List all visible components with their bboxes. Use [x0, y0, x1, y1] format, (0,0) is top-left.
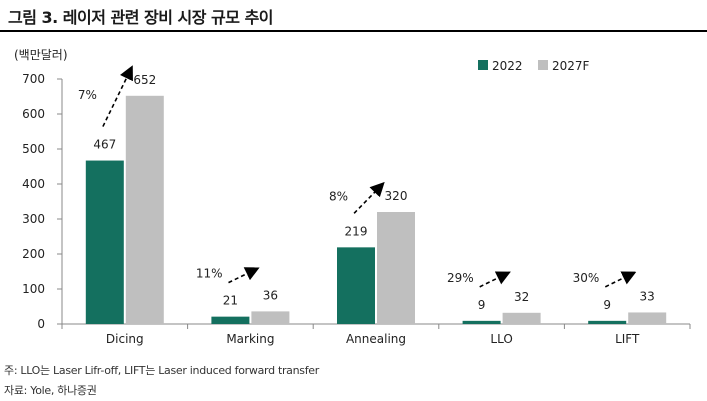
growth-label: 11%: [196, 267, 223, 281]
y-tick-label: 0: [37, 317, 45, 331]
y-unit-label: (백만달러): [14, 48, 68, 62]
legend-swatch-2022: [478, 60, 488, 70]
x-axis: Dicing Marking Annealing LLO LIFT: [61, 323, 691, 346]
title-divider: [0, 30, 707, 32]
bar-2022: [85, 160, 124, 324]
x-tick-label: Marking: [226, 332, 274, 346]
legend-label-2022: 2022: [492, 59, 523, 73]
footnote: 주: LLO는 Laser Lifr-off, LIFT는 Laser indu…: [4, 364, 319, 377]
data-label-2027F: 36: [263, 288, 278, 302]
x-tick-label: Dicing: [106, 332, 144, 346]
legend-label-2027F: 2027F: [552, 59, 590, 73]
legend-swatch-2027F: [538, 60, 548, 70]
data-label-2022: 21: [223, 294, 238, 308]
chart-legend: 2022 2027F: [478, 59, 590, 73]
bar-2022: [462, 320, 501, 324]
y-tick-label: 200: [22, 247, 45, 261]
data-label-2027F: 320: [385, 189, 408, 203]
data-label-2022: 467: [93, 138, 116, 152]
growth-arrow: [479, 271, 511, 288]
bar-chart: 0 100 200 300 400 500 600 700 Dicing Marking Anne…: [14, 48, 691, 346]
x-tick-label: Annealing: [346, 332, 406, 346]
data-label-2027F: 32: [514, 290, 529, 304]
growth-arrow: [102, 65, 133, 127]
bar-2022: [337, 247, 375, 324]
growth-arrow: [353, 181, 385, 214]
y-tick-label: 500: [22, 142, 45, 156]
growth-arrow: [228, 267, 260, 284]
bar-2022: [588, 320, 627, 324]
growth-label: 8%: [329, 190, 348, 204]
data-label-2022: 219: [345, 224, 368, 238]
bar-2027F: [125, 95, 164, 324]
data-labels: 467 652 21 36 219 320 9 32 9 33: [93, 73, 654, 312]
data-label-2027F: 33: [640, 289, 655, 303]
y-tick-label: 400: [22, 177, 45, 191]
growth-label: 29%: [447, 271, 474, 285]
x-tick-label: LLO: [490, 332, 512, 346]
bar-2027F: [628, 312, 667, 324]
bar-2022: [211, 316, 250, 324]
growth-label: 30%: [573, 271, 600, 285]
x-tick-label: LIFT: [615, 332, 640, 346]
data-label-2022: 9: [603, 298, 611, 312]
growth-arrow: [604, 271, 637, 288]
y-tick-label: 600: [22, 107, 45, 121]
data-label-2027F: 652: [133, 73, 156, 87]
y-tick-label: 100: [22, 282, 45, 296]
source-note: 자료: Yole, 하나증권: [4, 384, 97, 397]
figure-title: 그림 3. 레이저 관련 장비 시장 규모 추이: [8, 8, 274, 27]
data-label-2022: 9: [478, 298, 486, 312]
bar-2027F: [251, 311, 290, 324]
growth-label: 7%: [78, 88, 97, 102]
bar-2027F: [502, 312, 541, 324]
bar-marks: [85, 95, 667, 324]
y-tick-label: 300: [22, 212, 45, 226]
y-axis: 0 100 200 300 400 500 600 700: [22, 72, 63, 331]
y-tick-label: 700: [22, 72, 45, 86]
bar-2027F: [377, 212, 415, 324]
growth-arrows: 7% 11% 8% 29% 30%: [78, 65, 637, 288]
